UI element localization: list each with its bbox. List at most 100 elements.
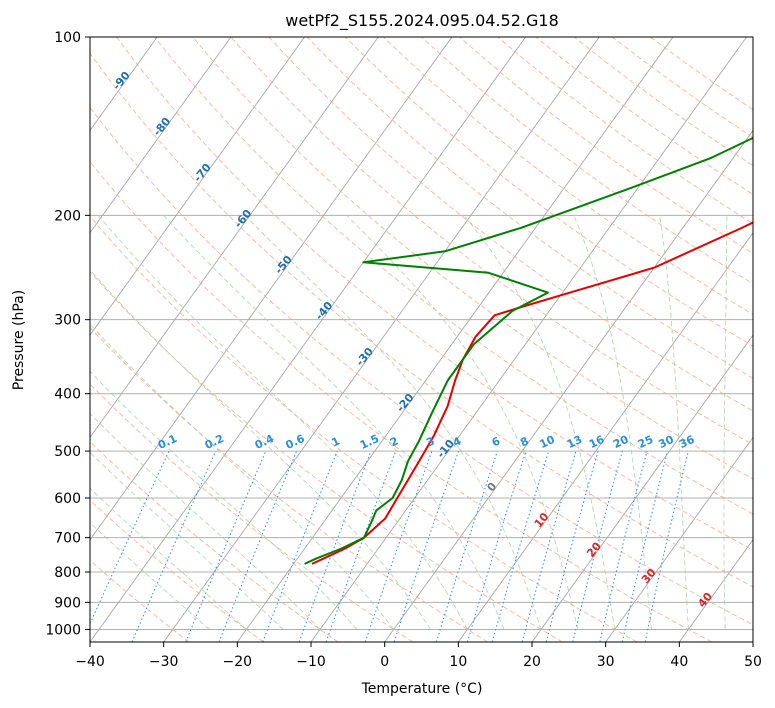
y-tick-label: 400 [54, 387, 81, 403]
profile-series [304, 136, 753, 565]
isotherm-line [678, 538, 753, 642]
mixing-ratio-line [218, 450, 298, 642]
mixing-ratio-label: 0.4 [253, 432, 276, 452]
x-tick-label: −30 [149, 654, 179, 670]
isotherm-label: -60 [232, 207, 255, 231]
y-tick-label: 600 [54, 491, 81, 507]
mixing-ratio-label: 1 [330, 434, 342, 449]
dry-adiabat-line [344, 37, 753, 347]
isotherm-line [90, 37, 305, 336]
y-tick-label: 900 [54, 595, 81, 611]
isotherm-label: 10 [532, 510, 552, 530]
moist-adiabat-line [163, 214, 505, 630]
isotherm-line [90, 37, 526, 642]
mixing-ratio-label: 25 [636, 433, 655, 451]
isotherm-label: -70 [191, 161, 214, 185]
mixing-ratio-line [185, 450, 267, 642]
dry-adiabat-line [459, 37, 753, 254]
mixing-ratio-label: 30 [656, 433, 676, 451]
moist-adiabat-line [90, 487, 247, 630]
isotherm-label: 20 [584, 539, 604, 559]
y-tick-label: 1000 [45, 622, 81, 638]
x-tick-label: −10 [296, 654, 326, 670]
x-tick-label: 40 [670, 654, 688, 670]
y-tick-label: 700 [54, 531, 81, 547]
isotherm-line [531, 334, 753, 642]
mixing-ratio-label: 6 [490, 434, 503, 449]
mixing-ratio-line [131, 450, 217, 642]
isotherm-label: 0 [484, 480, 499, 494]
mixing-ratio-line [364, 450, 433, 642]
moist-adiabat-line [90, 269, 431, 630]
y-tick-label: 100 [54, 30, 81, 46]
isotherm-label: -20 [394, 391, 417, 415]
isotherm-line [0, 37, 10, 642]
isotherm-label: 40 [695, 590, 715, 610]
dry-adiabat-line [116, 37, 753, 551]
dry-adiabat-line [383, 37, 753, 316]
isotherm-line [605, 436, 753, 642]
dry-adiabat-line [230, 37, 753, 446]
x-axis-label: Temperature (°C) [361, 681, 483, 697]
dry-adiabat-line [421, 37, 753, 285]
dry-adiabat-line [90, 559, 190, 642]
background-lines [90, 37, 753, 642]
mixing-ratio-label: 36 [677, 433, 697, 451]
isotherm-line [163, 37, 600, 642]
mixing-ratio-line [435, 450, 498, 642]
mixing-ratio-line [572, 450, 623, 642]
mixing-ratio-line [644, 450, 689, 642]
dry-adiabat-line [90, 383, 414, 642]
dry-adiabat-line [611, 37, 753, 138]
y-tick-label: 500 [54, 444, 81, 460]
isotherm-line [90, 37, 379, 439]
y-tick-label: 200 [54, 208, 81, 224]
mixing-ratio-label: 10 [538, 433, 558, 451]
isotherm-label: -50 [272, 253, 295, 277]
mixing-ratio-line [467, 450, 527, 642]
x-tick-label: 20 [523, 654, 541, 670]
moist-adiabat-line [573, 215, 652, 630]
mixing-ratio-label: 1.5 [358, 432, 381, 452]
isotherm-line [384, 129, 753, 642]
moist-adiabat-line [463, 215, 616, 630]
dry-adiabat-line [650, 37, 753, 111]
x-tick-label: 0 [380, 654, 389, 670]
isotherm-label: -90 [110, 69, 133, 93]
dry-adiabat-line [90, 270, 563, 642]
mixing-ratio-line [491, 450, 550, 642]
dewpoint-profile-line [304, 136, 753, 565]
mixing-ratio-line [90, 450, 170, 625]
mixing-ratio-label: 0.2 [203, 432, 226, 452]
dry-adiabat-line [90, 106, 753, 626]
isotherm-line [236, 37, 674, 642]
mixing-ratio-label: 2 [388, 434, 400, 449]
x-tick-label: 50 [744, 654, 762, 670]
mixing-ratio-label: 13 [565, 433, 584, 451]
dry-adiabat-line [90, 326, 488, 642]
dry-adiabat-line [154, 37, 753, 515]
moist-adiabat-line [97, 215, 468, 630]
moist-adiabat-line [90, 451, 284, 630]
x-tick-label: −40 [75, 654, 105, 670]
isotherm-line [752, 641, 753, 642]
dry-adiabat-line [90, 499, 264, 642]
moist-adiabat-line [244, 214, 542, 630]
y-tick-label: 300 [54, 313, 81, 329]
mixing-ratio-line [621, 450, 669, 642]
mixing-ratio-line [393, 450, 460, 642]
dry-adiabat-line [90, 161, 712, 642]
dry-adiabat-line [90, 215, 638, 642]
isotherm-label: -40 [313, 299, 336, 323]
mixing-ratio-label: 0.1 [156, 432, 179, 452]
y-axis-label: Pressure (hPa) [11, 290, 27, 390]
x-tick-label: 10 [449, 654, 467, 670]
chart-title: wetPf2_S155.2024.095.04.52.G18 [285, 11, 559, 31]
moist-adiabat-line [659, 215, 689, 630]
mixing-ratio-line [545, 450, 599, 642]
isotherm-label: -30 [353, 345, 376, 369]
moist-adiabat-line [346, 214, 579, 630]
x-tick-label: −20 [223, 654, 253, 670]
